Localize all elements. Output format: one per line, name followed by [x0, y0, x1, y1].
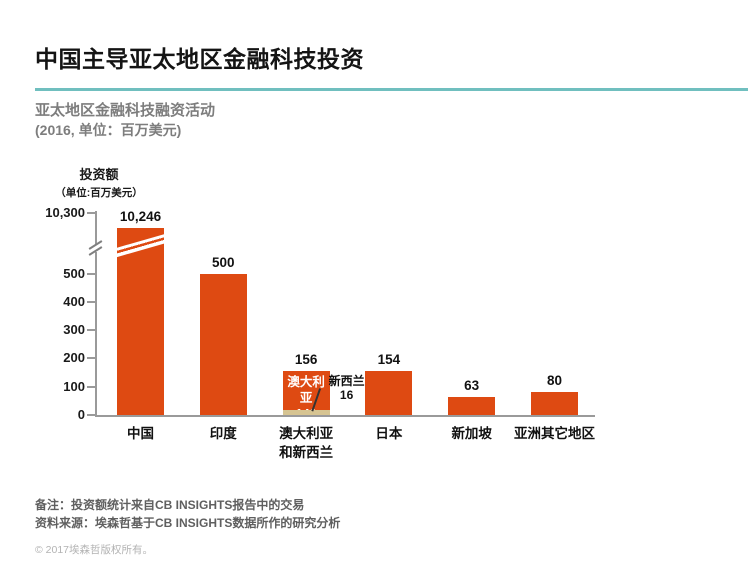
bar-value-label: 80 [546, 373, 563, 389]
bar-value-label: 10,246 [119, 209, 162, 224]
x-axis-label: 澳大利亚 和新西兰 [279, 426, 334, 460]
chart-notes: 备注：投资额统计来自CB INSIGHTS报告中的交易 资料来源：埃森哲基于CB… [35, 497, 340, 532]
x-axis-label: 新加坡 [451, 426, 492, 441]
source-line: 资料来源：埃森哲基于CB INSIGHTS数据所作的研究分析 [35, 515, 341, 530]
callout-label: 新西兰 16 [328, 374, 365, 402]
y-axis-title: 投资额 [79, 167, 119, 182]
bar-segment-澳大利亚: 澳大利亚 140 [282, 370, 330, 415]
bar [199, 273, 247, 415]
y-axis-tick-mark [87, 414, 95, 416]
y-axis-tick-mark [87, 300, 95, 303]
bar [531, 392, 578, 415]
y-axis-line-upper [95, 211, 97, 245]
y-axis-tick-mark [87, 272, 95, 275]
y-axis-tick-mark [87, 212, 95, 214]
bar [365, 371, 413, 415]
x-axis-label: 亚洲其它地区 [514, 426, 595, 441]
y-axis-unit: （单位:百万美元） [55, 187, 143, 199]
y-axis-title-block: 投资额 （单位:百万美元） [40, 164, 158, 200]
y-axis-tick-mark [87, 357, 95, 360]
note-line: 备注：投资额统计来自CB INSIGHTS报告中的交易 [35, 498, 305, 512]
title-divider [35, 88, 748, 91]
segment-inside-label: 澳大利亚 140 [287, 374, 325, 415]
bar-value-label: 63 [464, 378, 480, 394]
chart-subtitle-note: (2016, 单位：百万美元) [35, 122, 182, 138]
bar-segment-新西兰 [282, 410, 330, 415]
x-axis-line [95, 415, 595, 417]
copyright-line: © 2017埃森哲版权所有。 [35, 544, 154, 556]
y-axis-tick-mark [87, 385, 95, 388]
y-axis-tick-label: 200 [63, 350, 85, 366]
bar-value-label: 154 [377, 352, 401, 368]
bar-value-label: 156 [294, 351, 318, 367]
x-axis-label: 日本 [375, 426, 403, 441]
x-axis-label: 印度 [209, 426, 237, 441]
bar: 澳大利亚 140 [282, 370, 330, 415]
page-title: 中国主导亚太地区金融科技投资 [35, 46, 364, 72]
bar [117, 228, 164, 415]
y-axis-line-lower [95, 252, 97, 416]
y-axis-tick-label: 100 [63, 378, 85, 394]
y-axis-tick-label: 500 [63, 265, 85, 281]
x-axis-label: 中国 [127, 426, 154, 441]
bar-value-label: 500 [212, 254, 235, 270]
y-axis-tick-label: 300 [63, 322, 85, 338]
chart-subtitle: 亚太地区金融科技融资活动 [35, 102, 216, 119]
y-axis-tick-label: 10,300 [45, 205, 85, 220]
y-axis-tick-mark [87, 329, 95, 332]
bar [448, 397, 496, 415]
y-axis-tick-label: 0 [77, 407, 85, 422]
y-axis-tick-label: 400 [63, 293, 85, 309]
bar-break-band [117, 232, 164, 259]
